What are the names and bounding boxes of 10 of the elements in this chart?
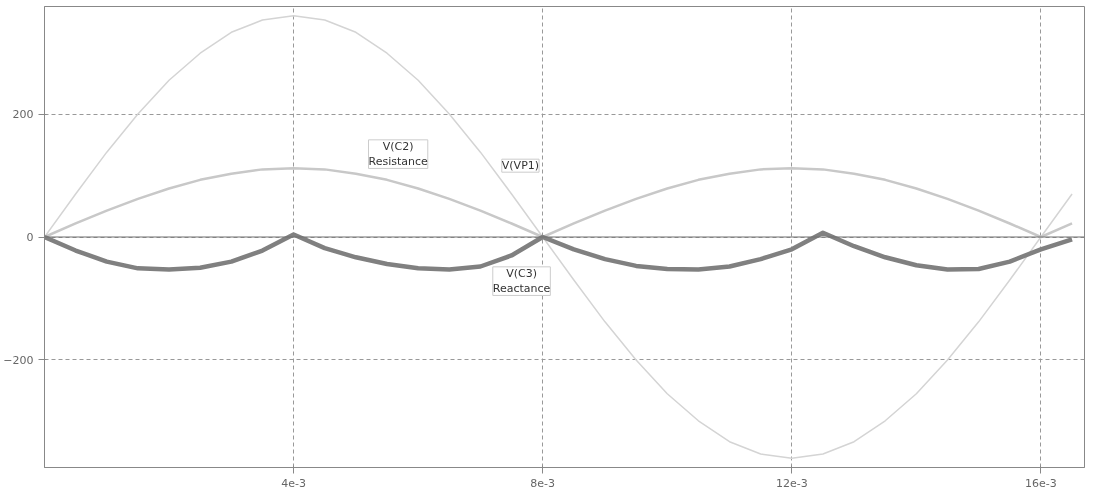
series-label: V(VP1) [501,159,540,173]
y-tick-label: −200 [3,353,34,367]
x-tick-label: 12e-3 [775,476,808,490]
y-tick-label: 200 [12,108,34,122]
x-tick-label: 8e-3 [530,476,556,490]
y-tick-label: 0 [26,231,34,244]
x-tick-label: 16e-3 [1025,476,1057,490]
series-label: V(C3) Reactance [492,266,551,296]
series-label: V(C2) Resistance [368,139,429,169]
x-tick-label: 4e-3 [281,476,306,490]
